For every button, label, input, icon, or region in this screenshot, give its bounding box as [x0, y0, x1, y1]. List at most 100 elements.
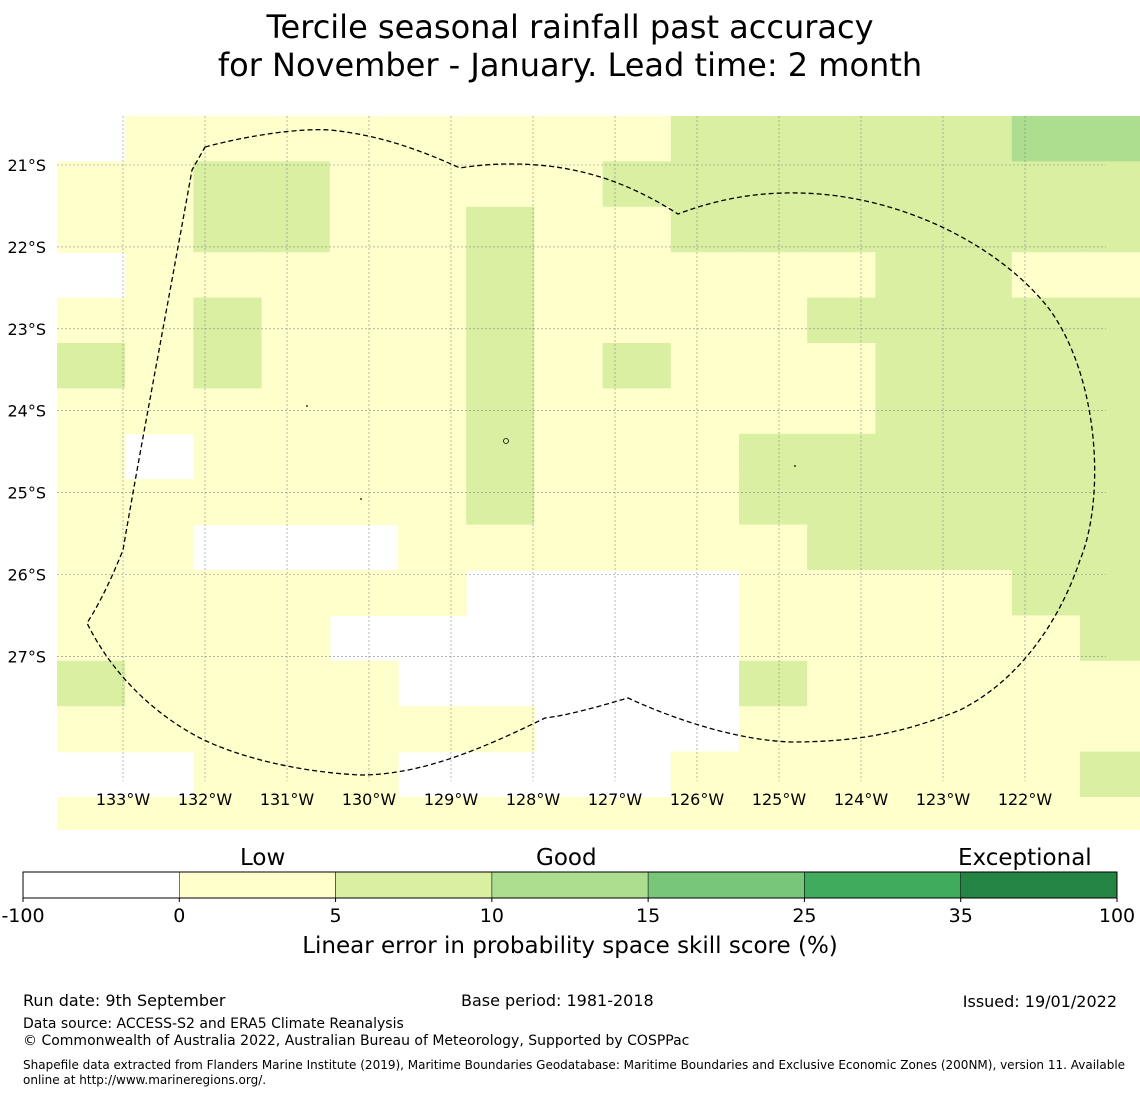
grid-cell — [261, 252, 331, 299]
colorbar-tick-label: 15 — [636, 905, 660, 924]
grid-cell — [670, 388, 740, 435]
grid-cell — [1080, 343, 1140, 389]
grid-cell — [125, 206, 194, 253]
longitude-label: 128°W — [506, 790, 561, 809]
grid-cell — [57, 524, 126, 571]
colorbar-swatch — [647, 871, 805, 899]
grid-cell — [261, 116, 331, 162]
grid-cell — [943, 615, 1013, 662]
grid-cell — [1011, 206, 1081, 253]
grid-cell — [807, 388, 876, 435]
grid-cell — [875, 797, 945, 830]
grid-cell — [807, 116, 876, 162]
grid-cell — [807, 706, 876, 753]
grid-cell — [602, 524, 672, 571]
grid-cell — [739, 388, 808, 435]
grid-cell — [807, 206, 876, 253]
grid-cell — [193, 797, 263, 830]
grid-cell — [57, 161, 126, 208]
grid-cell — [739, 524, 808, 571]
grid-cell — [1080, 706, 1140, 753]
grid-cell — [534, 116, 604, 162]
grid-cell — [807, 751, 876, 798]
grid-cell — [398, 297, 467, 344]
grid-cell — [1080, 433, 1140, 480]
grid-cell — [875, 751, 945, 798]
grid-cell — [57, 343, 126, 389]
tier-label-good: Good — [536, 845, 597, 871]
colorbar-label: Linear error in probability space skill … — [302, 933, 838, 959]
grid-cell — [466, 343, 535, 389]
grid-cell — [602, 161, 672, 208]
grid-cell — [602, 206, 672, 253]
grid-cell — [193, 433, 263, 480]
grid-cell — [329, 116, 399, 162]
grid-cell — [1080, 751, 1140, 798]
grid-cell — [1011, 252, 1081, 299]
grid-cell — [261, 206, 331, 253]
grid-cell — [807, 615, 876, 662]
grid-cell — [329, 797, 399, 830]
grid-cell — [329, 252, 399, 299]
grid-cell — [602, 479, 672, 526]
grid-cell — [602, 297, 672, 344]
grid-cell — [602, 252, 672, 299]
grid-cell — [398, 524, 467, 571]
grid-cell — [57, 660, 126, 707]
latitude-labels: 21°S 22°S 23°S 24°S 25°S 26°S 27°S — [7, 156, 46, 666]
grid-cell — [670, 161, 740, 208]
grid-cell — [943, 524, 1013, 571]
grid-cell — [466, 206, 535, 253]
grid-cell — [1080, 297, 1140, 344]
grid-cell — [398, 388, 467, 435]
grid-cell — [398, 570, 467, 616]
grid-cell — [261, 797, 331, 830]
grid-cell — [875, 570, 945, 616]
longitude-label: 133°W — [96, 790, 151, 809]
grid-cell — [602, 388, 672, 435]
grid-cell — [398, 116, 467, 162]
tier-label-low: Low — [240, 845, 286, 871]
colorbar-tick-label: 10 — [480, 905, 504, 924]
grid-cell — [57, 206, 126, 253]
grid-cell — [466, 524, 535, 571]
grid-cell — [739, 479, 808, 526]
colorbar-tick-label: 25 — [792, 905, 816, 924]
grid-cell — [1080, 161, 1140, 208]
grid-cell — [1011, 570, 1081, 616]
grid-cell — [193, 479, 263, 526]
grid-cell — [466, 116, 535, 162]
grid-cell — [329, 479, 399, 526]
island-marker — [360, 498, 362, 500]
grid-cell — [1011, 479, 1081, 526]
chart-title-line2: for November - January. Lead time: 2 mon… — [217, 46, 923, 84]
skill-map: 133°W 132°W 131°W 130°W 129°W 128°W 127°W 126°W… — [7, 116, 1140, 830]
longitude-label: 124°W — [834, 790, 889, 809]
grid-cell — [398, 479, 467, 526]
grid-cell — [329, 206, 399, 253]
grid-cell — [398, 797, 467, 830]
latitude-label: 23°S — [7, 320, 46, 339]
grid-cell — [1080, 660, 1140, 707]
grid-cell — [57, 433, 126, 480]
colorbar-tick-label: 5 — [330, 905, 342, 924]
grid-cell — [466, 706, 535, 753]
grid-cell — [193, 252, 263, 299]
grid-cell — [670, 751, 740, 798]
grid-cell — [943, 343, 1013, 389]
grid-cell — [398, 706, 467, 753]
grid-cell — [943, 797, 1013, 830]
grid-cell — [193, 706, 263, 753]
grid-cell — [125, 479, 194, 526]
grid-cell — [261, 615, 331, 662]
grid-cell — [125, 660, 194, 707]
chart-title-line1: Tercile seasonal rainfall past accuracy — [266, 8, 874, 46]
shapefile-credit-line1: Shapefile data extracted from Flanders M… — [23, 1058, 1126, 1072]
copyright: © Commonwealth of Australia 2022, Austra… — [23, 1033, 690, 1049]
grid-cell — [875, 615, 945, 662]
grid-cell — [125, 116, 194, 162]
grid-cell — [398, 343, 467, 389]
grid-cell — [1011, 660, 1081, 707]
grid-cell — [193, 116, 263, 162]
grid-cell — [261, 433, 331, 480]
